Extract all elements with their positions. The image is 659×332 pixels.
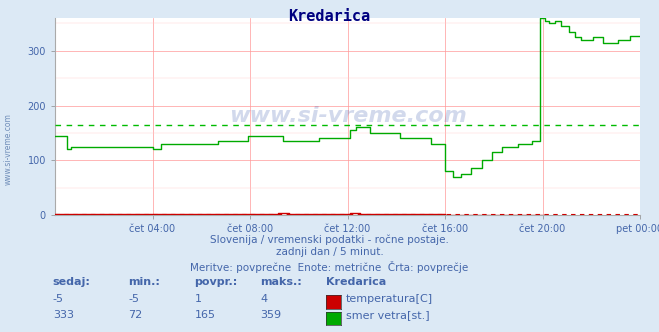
- Text: -5: -5: [53, 294, 64, 304]
- Text: -5: -5: [129, 294, 140, 304]
- Text: 333: 333: [53, 310, 74, 320]
- Text: Kredarica: Kredarica: [326, 277, 386, 287]
- Text: maks.:: maks.:: [260, 277, 302, 287]
- Text: zadnji dan / 5 minut.: zadnji dan / 5 minut.: [275, 247, 384, 257]
- Text: temperatura[C]: temperatura[C]: [346, 294, 433, 304]
- Text: Slovenija / vremenski podatki - ročne postaje.: Slovenija / vremenski podatki - ročne po…: [210, 234, 449, 245]
- Text: www.si-vreme.com: www.si-vreme.com: [3, 114, 13, 185]
- Text: www.si-vreme.com: www.si-vreme.com: [229, 107, 467, 126]
- Text: sedaj:: sedaj:: [53, 277, 90, 287]
- Text: 1: 1: [194, 294, 202, 304]
- Text: 359: 359: [260, 310, 281, 320]
- Text: Kredarica: Kredarica: [289, 9, 370, 24]
- Text: 4: 4: [260, 294, 268, 304]
- Text: min.:: min.:: [129, 277, 160, 287]
- Text: smer vetra[st.]: smer vetra[st.]: [346, 310, 430, 320]
- Text: 165: 165: [194, 310, 215, 320]
- Text: Meritve: povprečne  Enote: metrične  Črta: povprečje: Meritve: povprečne Enote: metrične Črta:…: [190, 261, 469, 273]
- Text: 72: 72: [129, 310, 143, 320]
- Text: povpr.:: povpr.:: [194, 277, 238, 287]
